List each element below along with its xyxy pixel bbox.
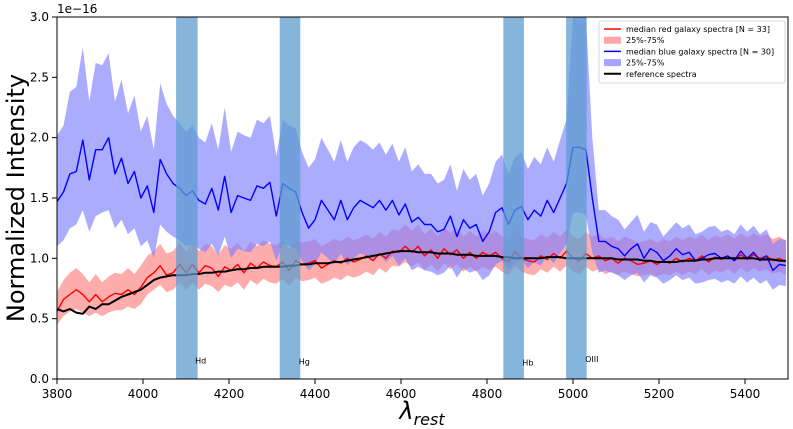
band-hb [503, 17, 524, 379]
y-tick-label: 0.0 [30, 372, 49, 386]
y-tick-label: 3.0 [30, 10, 49, 24]
band-label-hg: Hg [299, 358, 310, 367]
band-label-hb: Hb [522, 359, 533, 368]
x-tick-label: 5400 [730, 387, 761, 401]
band-hg [279, 17, 301, 379]
legend-patch-swatch [604, 59, 621, 67]
band-blue-25-75 [57, 17, 786, 290]
x-tick-label: 4000 [128, 387, 159, 401]
band-label-oiii: OIII [585, 355, 598, 364]
y-tick-label: 0.5 [30, 312, 49, 326]
x-tick-label: 4800 [472, 387, 503, 401]
x-tick-label: 5000 [558, 387, 589, 401]
y-tick-label: 2.5 [30, 70, 49, 84]
legend-label: reference spectra [626, 70, 697, 79]
legend-box [598, 20, 786, 84]
y-tick-label: 1.0 [30, 251, 49, 265]
y-multiplier-label: 1e−16 [57, 2, 97, 16]
legend-label: median blue galaxy spectra [N = 30] [626, 47, 774, 56]
x-tick-label: 4400 [300, 387, 331, 401]
x-axis-label-main: λ [397, 397, 413, 425]
legend-label: median red galaxy spectra [N = 33] [626, 25, 770, 34]
axes: 3800 4000 4200 4400 4600 4800 5000 5200 5400 0.0 0… [30, 10, 760, 401]
y-axis-label: Normalized Intensity [2, 74, 30, 322]
x-tick-label: 4200 [214, 387, 245, 401]
legend: median red galaxy spectra [N = 33] 25%-75… [598, 20, 786, 84]
y-tick-label: 2.0 [30, 131, 49, 145]
x-axis-label-sub: rest [414, 410, 446, 429]
legend-patch-swatch [604, 36, 621, 44]
band-oiii [566, 17, 587, 379]
legend-label: 25%-75% [626, 59, 665, 68]
band-label-hd: Hd [195, 356, 206, 365]
y-tick-label: 1.5 [30, 191, 49, 205]
x-tick-label: 4600 [386, 387, 417, 401]
x-axis-label: λrest [397, 397, 445, 429]
x-tick-label: 5200 [644, 387, 675, 401]
legend-label: 25%-75% [626, 36, 665, 45]
emission-line-bands: Hd Hg Hb OIII [176, 17, 598, 379]
x-tick-label: 3800 [42, 387, 73, 401]
band-hd [176, 17, 198, 379]
